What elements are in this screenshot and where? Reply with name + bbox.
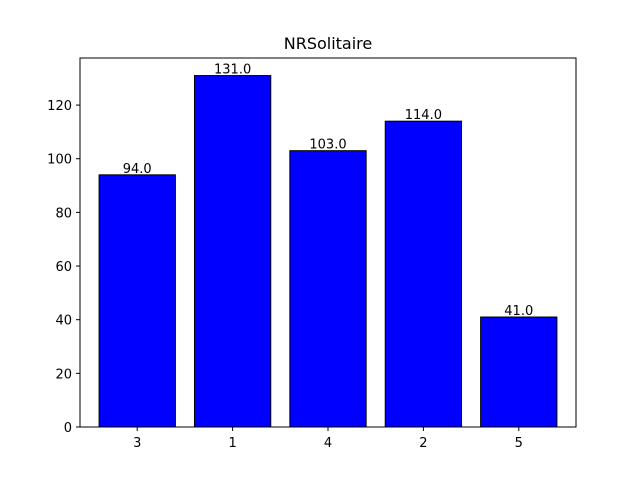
plot-area-frame xyxy=(79,57,577,428)
y-tick-label-20: 20 xyxy=(55,367,72,382)
data-label-4: 103.0 xyxy=(309,138,346,153)
x-tick-label-2: 2 xyxy=(419,436,427,451)
bar-4 xyxy=(289,150,367,428)
y-tick-label-0: 0 xyxy=(64,421,72,436)
y-tick-label-80: 80 xyxy=(55,206,72,221)
y-tick-label-40: 40 xyxy=(55,314,72,329)
y-tick-label-60: 60 xyxy=(55,260,72,275)
y-tick-label-100: 100 xyxy=(47,153,72,168)
data-label-2: 114.0 xyxy=(405,108,442,123)
x-tick-label-1: 1 xyxy=(228,436,236,451)
data-label-3: 94.0 xyxy=(123,162,152,177)
chart-title: NRSolitaire xyxy=(284,34,373,53)
x-tick-label-5: 5 xyxy=(515,436,523,451)
bar-2 xyxy=(384,120,463,428)
bar-5 xyxy=(480,316,558,428)
x-tick-label-4: 4 xyxy=(324,436,332,451)
data-label-5: 41.0 xyxy=(504,304,533,319)
x-tick-label-3: 3 xyxy=(133,436,141,451)
y-tick-label-120: 120 xyxy=(47,99,72,114)
bar-3 xyxy=(98,174,176,428)
data-label-1: 131.0 xyxy=(214,63,251,78)
bar-1 xyxy=(193,75,272,428)
